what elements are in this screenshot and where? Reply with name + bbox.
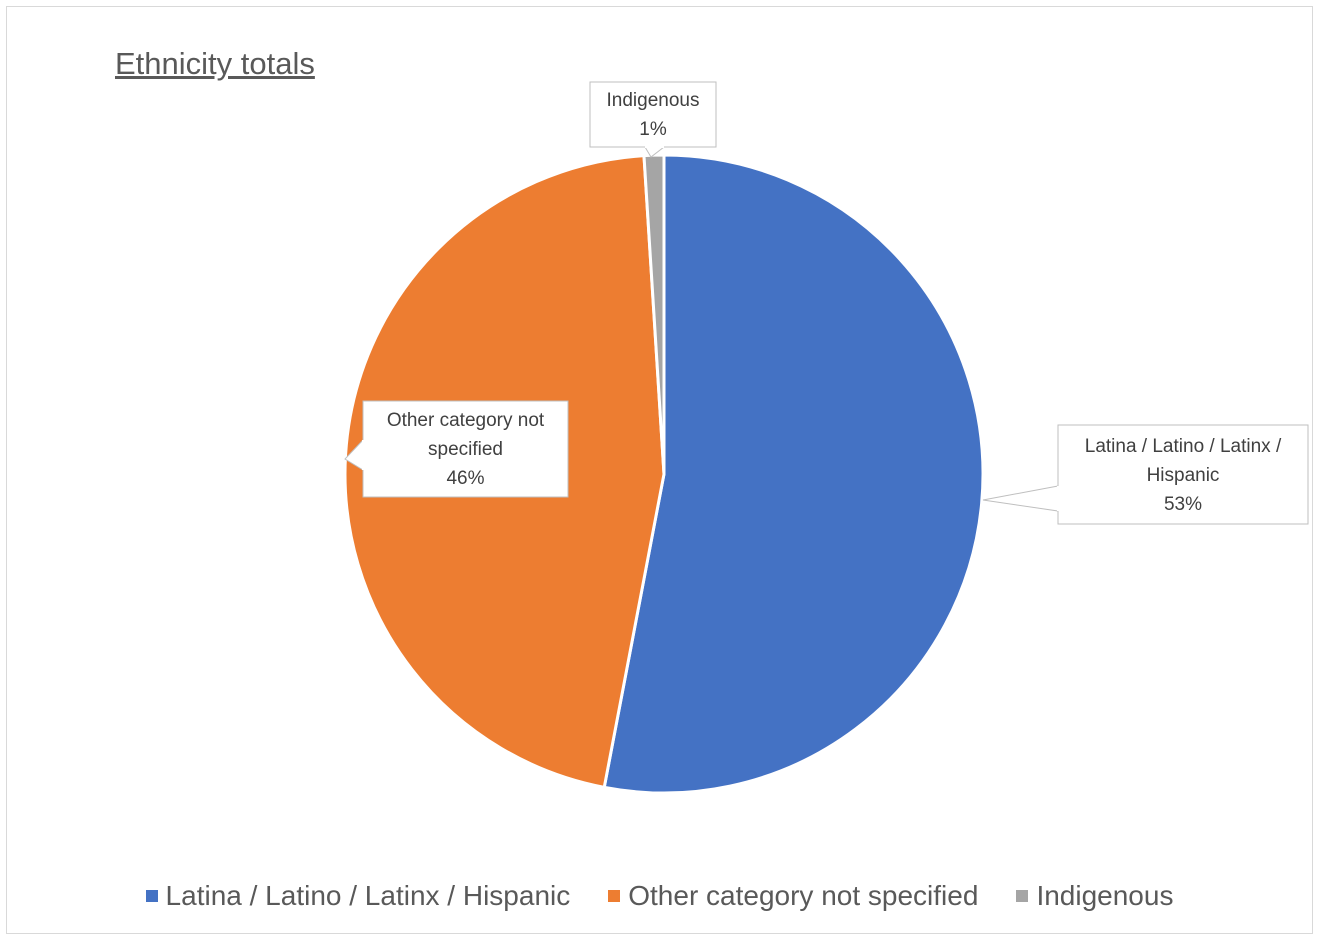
- data-label-text-other-0: Other category not: [387, 410, 545, 431]
- legend-swatch-other: [608, 890, 621, 902]
- legend-swatch-latina: [145, 890, 158, 902]
- pie-slice-latina: [602, 153, 985, 795]
- data-label-text-latina-0: Latina / Latino / Latinx /: [1085, 436, 1282, 457]
- legend-swatch-indigenous: [1016, 890, 1029, 902]
- data-label-text-indigenous-0: Indigenous: [607, 90, 700, 111]
- data-label-text-other-1: specified: [428, 439, 503, 460]
- legend-label-other: Other category not specified: [628, 880, 979, 911]
- data-label-pointer-latina: [982, 485, 1059, 512]
- data-label-text-other-2: 46%: [446, 468, 484, 489]
- legend-item-latina: Latina / Latino / Latinx / Hispanic: [145, 880, 571, 912]
- data-label-text-indigenous-1: 1%: [639, 119, 667, 140]
- legend-label-latina: Latina / Latino / Latinx / Hispanic: [165, 880, 571, 911]
- legend-label-indigenous: Indigenous: [1036, 880, 1174, 911]
- data-label-text-latina-1: Hispanic: [1147, 465, 1220, 486]
- legend-item-indigenous: Indigenous: [1016, 880, 1173, 912]
- data-label-callouts: Latina / Latino / Latinx / Hispanic 53% Oth…: [344, 81, 1309, 525]
- legend: Latina / Latino / Latinx / Hispanic Othe…: [0, 880, 1319, 912]
- legend-item-other: Other category not specified: [608, 880, 978, 912]
- data-label-latina: Latina / Latino / Latinx / Hispanic 53%: [982, 424, 1309, 525]
- data-label-text-latina-2: 53%: [1164, 494, 1202, 515]
- data-label-other: Other category not specified 46%: [344, 400, 569, 498]
- data-label-box-indigenous: [589, 81, 717, 148]
- data-label-indigenous: Indigenous 1%: [589, 81, 717, 158]
- chart-title: Ethnicity totals: [115, 46, 315, 81]
- data-label-box-latina: [1057, 424, 1309, 525]
